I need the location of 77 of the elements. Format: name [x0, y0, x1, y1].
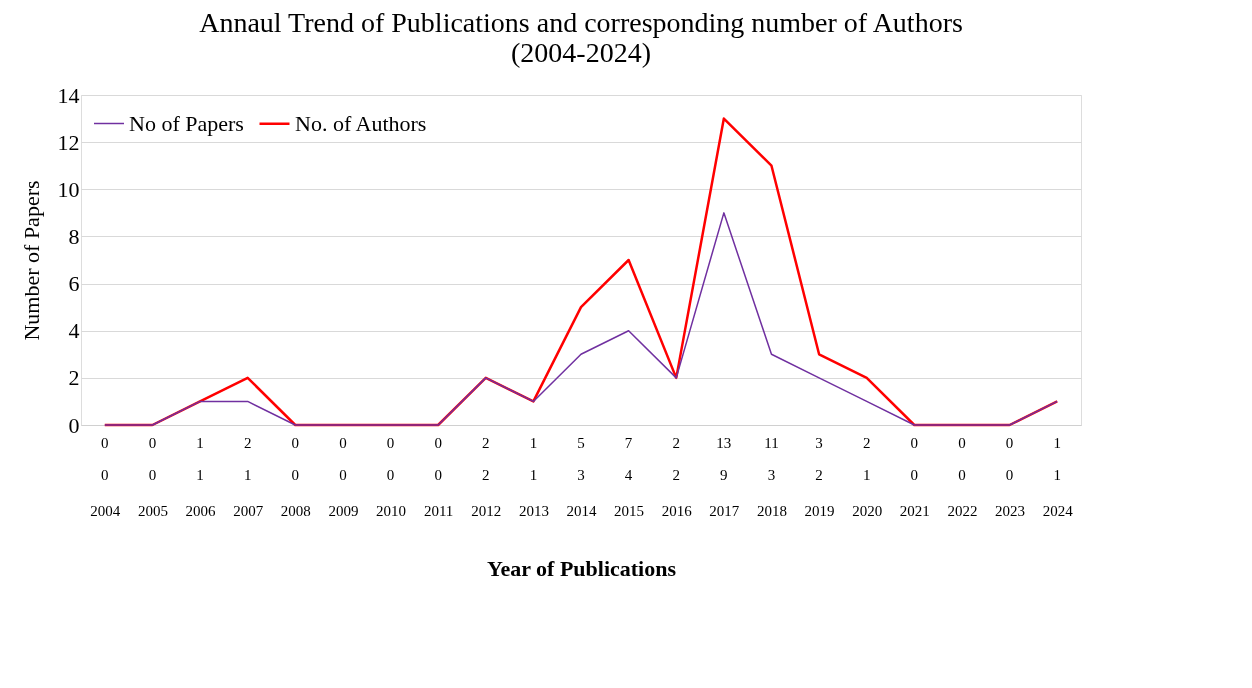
data-label: 3	[767, 467, 776, 483]
x-tick-label: 2024	[1042, 502, 1074, 519]
x-tick-label: 2007	[233, 502, 264, 519]
data-label: 0	[148, 467, 157, 483]
data-label: 1	[1053, 435, 1061, 451]
data-label: 2	[482, 435, 490, 451]
y-axis-title: Number of Papers	[18, 180, 44, 341]
x-tick-label: 2014	[566, 502, 597, 519]
data-label: 0	[434, 435, 442, 451]
x-tick-label: 2019	[804, 502, 835, 519]
data-label: 11	[764, 435, 779, 451]
data-label: 0	[1005, 467, 1014, 483]
chart-title: Annaul Trend of Publications and corresponding number of Authors (2004-2024)	[199, 7, 963, 68]
data-label: 0	[386, 467, 395, 483]
data-label: 1	[529, 467, 538, 483]
y-tick-label: 4	[68, 318, 80, 344]
data-label: 0	[910, 435, 919, 451]
data-label: 2	[815, 467, 823, 483]
data-label: 1	[196, 435, 204, 451]
data-label: 0	[434, 467, 442, 483]
x-tick-label: 2018	[756, 502, 787, 519]
x-tick-label: 2010	[376, 502, 407, 519]
data-label: 0	[101, 435, 109, 451]
data-label: 0	[386, 435, 395, 451]
data-label: 0	[339, 435, 347, 451]
y-tick-label: 0	[68, 412, 80, 438]
y-tick-label: 10	[57, 176, 80, 202]
x-tick-label: 2015	[614, 502, 645, 519]
data-label: 0	[958, 435, 966, 451]
x-tick-label: 2006	[185, 502, 217, 519]
x-tick-label: 2009	[328, 502, 359, 519]
x-tick-label: 2005	[137, 502, 168, 519]
data-label: 3	[577, 467, 585, 483]
data-label: 7	[624, 435, 633, 451]
x-tick-label: 2011	[423, 502, 454, 519]
y-tick-label: 8	[68, 223, 80, 249]
x-tick-label: 2016	[661, 502, 693, 519]
data-label: 2	[672, 435, 680, 451]
y-tick-label: 2	[68, 365, 80, 391]
legend-label: No. of Authors	[295, 110, 427, 136]
x-tick-label: 2020	[852, 502, 883, 519]
data-label: 0	[291, 435, 300, 451]
data-label: 0	[148, 435, 157, 451]
x-axis-title: Year of Publications	[486, 555, 677, 581]
data-label: 0	[291, 467, 300, 483]
data-label: 0	[339, 467, 347, 483]
data-label: 2	[862, 435, 871, 451]
x-tick-label: 2023	[995, 502, 1026, 519]
x-tick-label: 2012	[471, 502, 502, 519]
legend-label: No of Papers	[129, 110, 244, 136]
data-label: 0	[1005, 435, 1014, 451]
data-label: 0	[958, 467, 966, 483]
x-tick-label: 2008	[280, 502, 311, 519]
data-label: 1	[243, 467, 252, 483]
x-tick-label: 2017	[709, 502, 740, 519]
data-label: 4	[624, 467, 633, 483]
data-label: 2	[482, 467, 490, 483]
x-tick-label: 2004	[90, 502, 121, 519]
y-tick-label: 14	[57, 82, 80, 108]
data-label: 1	[1053, 467, 1061, 483]
line-series	[104, 212, 1058, 426]
x-tick-label: 2021	[899, 502, 930, 519]
y-tick-label: 12	[57, 129, 80, 155]
x-tick-label: 2013	[518, 502, 549, 519]
data-label: 0	[101, 467, 109, 483]
data-label: 9	[720, 467, 728, 483]
data-label: 1	[196, 467, 204, 483]
x-tick-label: 2022	[947, 502, 978, 519]
data-label: 2	[243, 435, 252, 451]
data-label: 2	[672, 467, 680, 483]
data-label: 0	[910, 467, 919, 483]
data-label: 1	[529, 435, 538, 451]
data-label: 1	[862, 467, 871, 483]
y-tick-label: 6	[68, 271, 80, 297]
data-label: 5	[577, 435, 585, 451]
data-label: 3	[815, 435, 823, 451]
data-label: 13	[716, 435, 732, 451]
